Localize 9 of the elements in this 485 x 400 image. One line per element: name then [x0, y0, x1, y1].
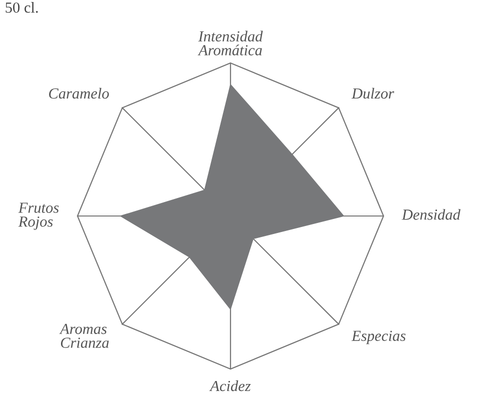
spoke-label: Frutos Rojos: [18, 202, 59, 230]
spoke-label: Especias: [351, 330, 406, 344]
spoke-label: Dulzor: [352, 88, 394, 99]
spoke-label: Caramelo: [49, 88, 109, 99]
spoke-label: Acidez: [209, 380, 251, 392]
spoke-label: Intensidad Aromática: [198, 30, 263, 56]
spoke-label: Densidad: [402, 209, 460, 220]
text: 50 cl.: [6, 2, 38, 13]
spoke-label: Aromas Crianza: [59, 324, 109, 348]
